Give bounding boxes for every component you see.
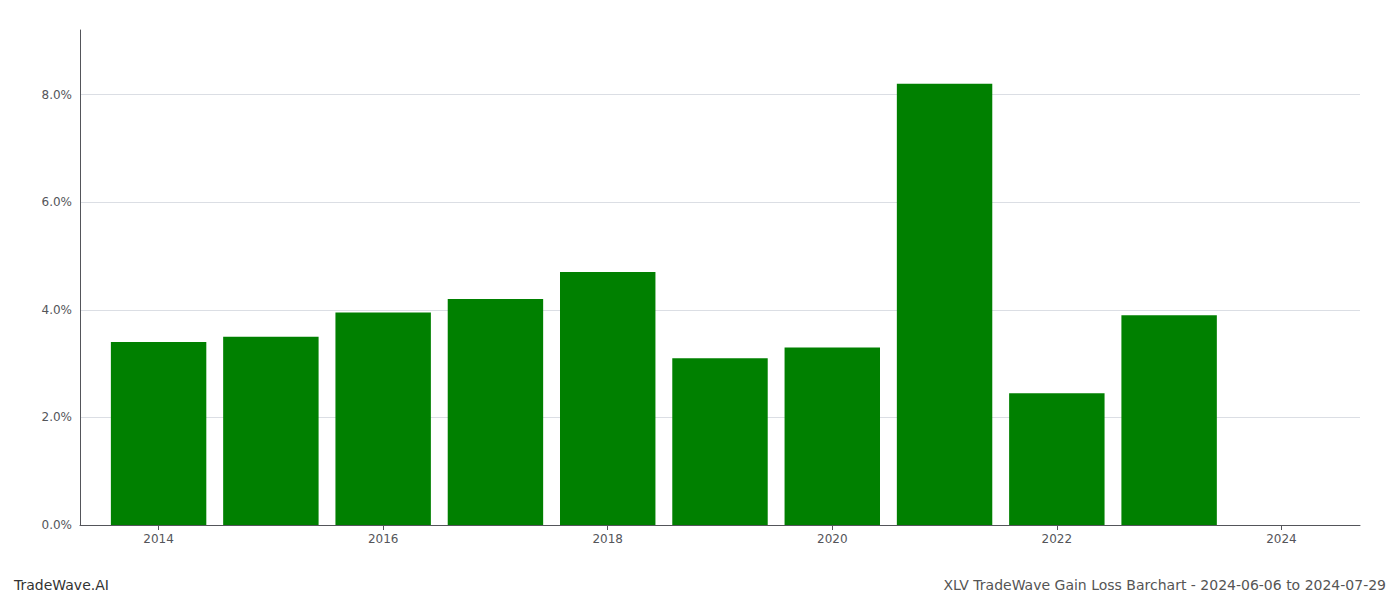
svg-text:2.0%: 2.0% — [42, 410, 73, 424]
svg-text:2020: 2020 — [817, 532, 848, 546]
svg-text:XLV TradeWave Gain Loss Barcha: XLV TradeWave Gain Loss Barchart - 2024-… — [943, 577, 1386, 593]
svg-text:8.0%: 8.0% — [42, 88, 73, 102]
svg-text:0.0%: 0.0% — [42, 518, 73, 532]
svg-text:6.0%: 6.0% — [42, 195, 73, 209]
svg-text:2022: 2022 — [1042, 532, 1073, 546]
svg-text:2018: 2018 — [592, 532, 623, 546]
svg-text:2024: 2024 — [1266, 532, 1297, 546]
svg-text:TradeWave.AI: TradeWave.AI — [13, 577, 109, 593]
svg-text:2014: 2014 — [143, 532, 174, 546]
svg-text:2016: 2016 — [368, 532, 399, 546]
svg-text:4.0%: 4.0% — [42, 303, 73, 317]
